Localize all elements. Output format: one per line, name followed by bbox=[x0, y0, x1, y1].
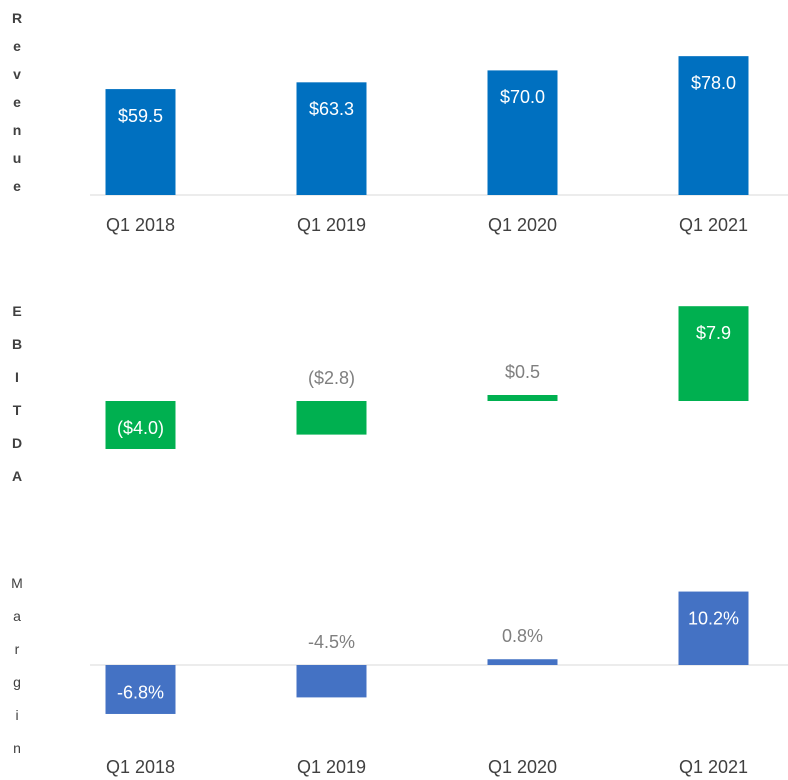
value-label: $70.0 bbox=[500, 87, 545, 107]
bar bbox=[487, 70, 558, 195]
value-label: ($4.0) bbox=[117, 418, 164, 438]
value-label: 10.2% bbox=[688, 608, 739, 628]
bar bbox=[678, 591, 749, 665]
bar bbox=[105, 401, 176, 449]
value-label: -4.5% bbox=[308, 632, 355, 652]
x-tick-label: Q1 2019 bbox=[297, 757, 366, 777]
axis-label: Revenue bbox=[9, 10, 25, 206]
value-label: $7.9 bbox=[696, 323, 731, 343]
value-label: $78.0 bbox=[691, 73, 736, 93]
x-tick-label: Q1 2021 bbox=[679, 215, 748, 235]
bar bbox=[296, 665, 367, 698]
x-tick-label: Q1 2019 bbox=[297, 215, 366, 235]
value-label: $63.3 bbox=[309, 99, 354, 119]
bar bbox=[105, 665, 176, 714]
bar bbox=[296, 401, 367, 435]
x-tick-label: Q1 2021 bbox=[679, 757, 748, 777]
x-tick-label: Q1 2018 bbox=[106, 757, 175, 777]
x-tick-label: Q1 2020 bbox=[488, 757, 557, 777]
axis-label: Margin bbox=[9, 575, 25, 773]
x-tick-label: Q1 2020 bbox=[488, 215, 557, 235]
bar bbox=[105, 89, 176, 195]
bar bbox=[487, 395, 558, 401]
bar bbox=[678, 306, 749, 401]
value-label: 0.8% bbox=[502, 626, 543, 646]
value-label: ($2.8) bbox=[308, 368, 355, 388]
value-label: -6.8% bbox=[117, 683, 164, 703]
value-label: $59.5 bbox=[118, 106, 163, 126]
value-label: $0.5 bbox=[505, 362, 540, 382]
bar bbox=[678, 56, 749, 195]
axis-label: EBITDA bbox=[9, 303, 25, 501]
x-tick-label: Q1 2018 bbox=[106, 215, 175, 235]
bar bbox=[296, 82, 367, 195]
bar bbox=[487, 659, 558, 665]
